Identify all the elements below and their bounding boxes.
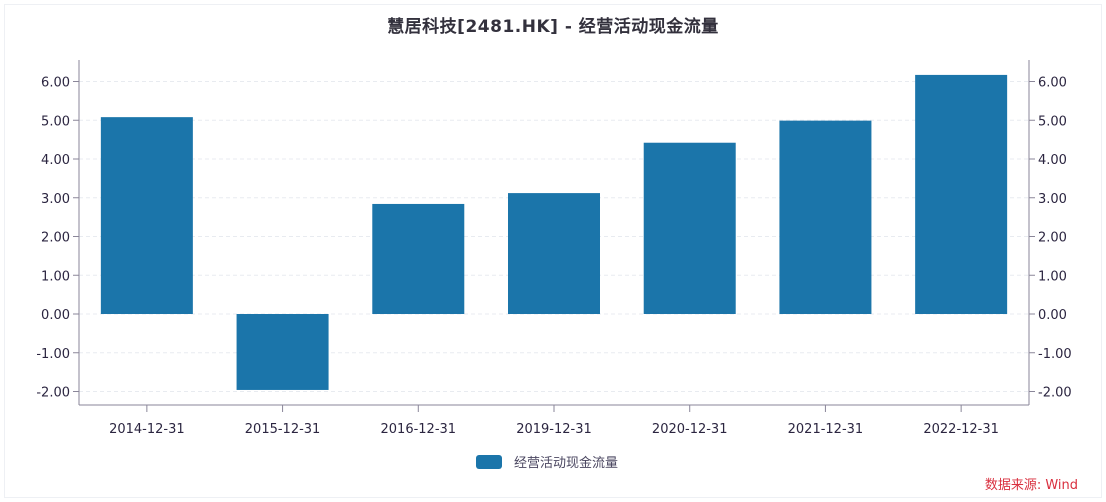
y-tick-label: -1.00 (36, 347, 70, 362)
y-tick-label: 4.00 (41, 153, 70, 168)
y-tick-label: 1.00 (41, 269, 70, 284)
y-tick-label: 0.00 (41, 308, 70, 323)
y2-tick-label: 2.00 (1038, 231, 1067, 246)
bar-2016-12-31 (372, 203, 465, 314)
bar-2019-12-31 (508, 193, 600, 314)
y2-tick-label: 5.00 (1038, 114, 1067, 129)
y2-tick-label: 4.00 (1038, 153, 1067, 168)
y2-tick-label: -2.00 (1038, 386, 1072, 401)
y-tick-label: 2.00 (41, 231, 70, 246)
y2-tick-label: 6.00 (1038, 76, 1067, 91)
y-tick-label: 6.00 (41, 76, 70, 91)
y2-tick-label: 1.00 (1038, 269, 1067, 284)
y2-tick-label: 3.00 (1038, 192, 1067, 207)
chart-title: 慧居科技[2481.HK] - 经营活动现金流量 (387, 17, 719, 37)
y-tick-label: 5.00 (41, 114, 70, 129)
x-tick-label: 2021-12-31 (788, 422, 864, 437)
y-tick-label: 3.00 (41, 192, 70, 207)
x-tick-label: 2015-12-31 (245, 422, 321, 437)
y2-tick-label: 0.00 (1038, 308, 1067, 323)
x-tick-label: 2014-12-31 (109, 422, 185, 437)
bar-2014-12-31 (100, 117, 193, 315)
legend-label: 经营活动现金流量 (514, 456, 619, 471)
y2-tick-label: -1.00 (1038, 347, 1072, 362)
x-tick-label: 2016-12-31 (381, 422, 457, 437)
bar-2020-12-31 (643, 142, 736, 314)
x-tick-label: 2020-12-31 (652, 422, 728, 437)
bar-2022-12-31 (915, 74, 1008, 314)
legend-swatch (476, 454, 502, 469)
y-tick-label: -2.00 (36, 386, 70, 401)
bar-2021-12-31 (779, 120, 872, 314)
x-tick-label: 2019-12-31 (516, 422, 592, 437)
x-tick-label: 2022-12-31 (923, 422, 999, 437)
bar-2015-12-31 (236, 314, 329, 390)
legend[interactable]: 经营活动现金流量 (476, 452, 618, 471)
data-source-note: 数据来源: Wind (984, 478, 1078, 493)
chart-frame (4, 4, 1102, 498)
